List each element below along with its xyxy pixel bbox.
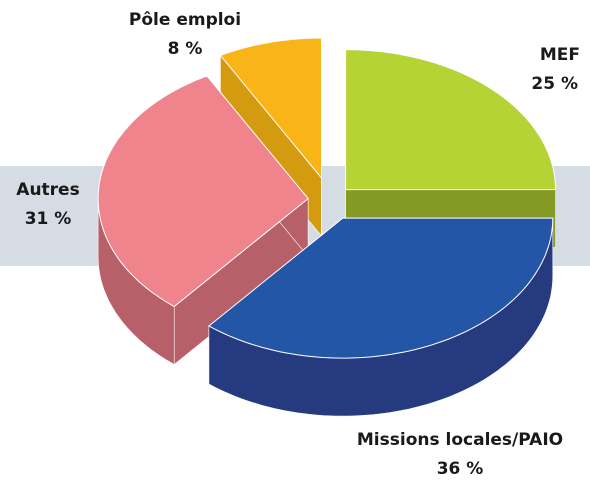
value-label: 8 % — [168, 39, 203, 59]
value-label: 31 % — [25, 209, 72, 229]
pie — [97, 37, 557, 417]
slice-label: Pôle emploi — [129, 10, 241, 30]
value-label: 25 % — [531, 74, 578, 94]
slice-label: Autres — [16, 180, 79, 200]
slice — [97, 75, 309, 308]
slice-label: Missions locales/PAIO — [357, 430, 563, 450]
value-label: 36 % — [437, 459, 484, 479]
slice — [219, 37, 322, 180]
slice — [345, 49, 557, 191]
labels: MEF 25 % Missions locales/PAIO 36 % Autres 31… — [16, 10, 580, 479]
slice — [207, 217, 554, 359]
slice-label: MEF — [540, 45, 580, 65]
